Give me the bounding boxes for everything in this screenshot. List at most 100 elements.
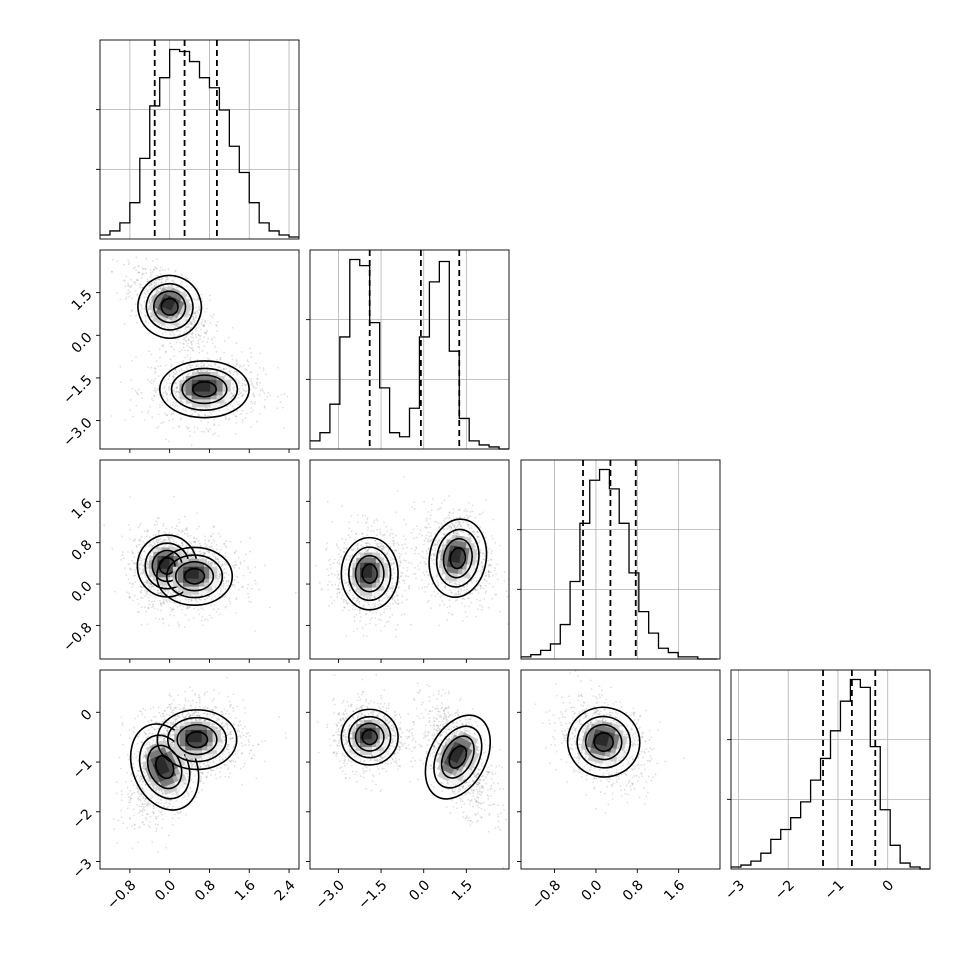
- scatter-point: [200, 594, 203, 597]
- scatter-point: [155, 288, 158, 291]
- scatter-point: [137, 826, 140, 829]
- scatter-point: [244, 383, 246, 386]
- scatter-point: [222, 722, 224, 724]
- scatter-point: [132, 562, 135, 564]
- scatter-point: [204, 599, 206, 601]
- scatter-point: [242, 378, 244, 381]
- scatter-point: [235, 362, 238, 365]
- scatter-point: [258, 394, 261, 396]
- scatter-point: [146, 278, 149, 281]
- scatter-point: [185, 285, 188, 287]
- scatter-point: [147, 366, 150, 368]
- scatter-point: [200, 293, 203, 296]
- scatter-point: [187, 553, 189, 556]
- contour-line: [156, 546, 234, 606]
- scatter-point: [147, 411, 149, 414]
- scatter-point: [143, 296, 146, 298]
- scatter-point: [195, 336, 198, 339]
- scatter-point: [144, 581, 147, 583]
- scatter-point: [141, 286, 144, 289]
- scatter-point: [168, 385, 171, 388]
- scatter-point: [201, 615, 204, 618]
- scatter-point: [156, 539, 158, 541]
- scatter-point: [253, 394, 255, 397]
- scatter-point: [191, 714, 194, 717]
- scatter-point: [141, 713, 144, 715]
- scatter-point: [156, 427, 158, 429]
- scatter-point: [265, 373, 268, 376]
- scatter-point: [206, 706, 209, 709]
- scatter-point: [219, 776, 222, 778]
- scatter-point: [173, 382, 176, 385]
- scatter-point: [161, 394, 164, 396]
- scatter-point: [173, 335, 176, 338]
- scatter-point: [144, 606, 146, 609]
- scatter-point: [169, 394, 172, 396]
- scatter-point: [194, 329, 197, 331]
- scatter-point: [251, 402, 254, 405]
- scatter-point: [151, 286, 154, 289]
- scatter-point: [202, 325, 205, 327]
- scatter-point: [198, 551, 200, 553]
- scatter-point: [189, 416, 192, 419]
- density-panel-0-3: [96, 669, 300, 873]
- scatter-point: [168, 599, 171, 601]
- scatter-point: [156, 281, 158, 284]
- density-mode: [137, 274, 203, 339]
- scatter-point: [148, 582, 151, 584]
- density-cell: [153, 555, 162, 564]
- histogram-panel-1: [306, 249, 510, 450]
- scatter-point: [157, 365, 160, 368]
- scatter-point: [228, 751, 230, 754]
- scatter-point: [192, 541, 195, 543]
- scatter-point: [138, 602, 140, 605]
- scatter-point: [187, 618, 190, 621]
- scatter-point: [191, 409, 193, 411]
- scatter-point: [159, 404, 161, 406]
- scatter-point: [163, 545, 166, 548]
- scatter-point: [235, 378, 237, 380]
- scatter-point: [169, 799, 172, 802]
- scatter-point: [133, 752, 136, 755]
- scatter-point: [147, 720, 149, 723]
- scatter-point: [146, 590, 149, 593]
- scatter-point: [205, 428, 208, 430]
- scatter-point: [276, 407, 279, 410]
- scatter-point: [195, 364, 198, 367]
- scatter-point: [168, 330, 171, 333]
- scatter-point: [171, 807, 173, 810]
- scatter-point: [141, 597, 144, 599]
- density-cell: [161, 573, 170, 582]
- scatter-point: [130, 797, 133, 800]
- scatter-point: [167, 268, 170, 271]
- scatter-point: [145, 590, 148, 593]
- scatter-point: [157, 287, 160, 289]
- scatter-point: [177, 338, 180, 341]
- scatter-point: [127, 289, 129, 292]
- scatter-point: [161, 278, 163, 280]
- scatter-point: [147, 779, 150, 782]
- scatter-point: [262, 369, 265, 372]
- scatter-point: [181, 542, 184, 545]
- scatter-point: [207, 550, 210, 552]
- scatter-point: [137, 790, 140, 793]
- scatter-point: [146, 804, 148, 807]
- scatter-point: [243, 389, 245, 392]
- scatter-point: [198, 414, 201, 416]
- scatter-point: [176, 811, 179, 814]
- scatter-point: [214, 773, 217, 776]
- scatter-point: [161, 597, 164, 599]
- scatter-point: [136, 786, 139, 788]
- scatter-point: [150, 353, 153, 356]
- scatter-point: [250, 351, 253, 354]
- scatter-point: [221, 403, 224, 405]
- scatter-point: [175, 394, 178, 397]
- scatter-point: [217, 434, 220, 437]
- scatter-point: [225, 605, 228, 608]
- scatter-point: [183, 369, 186, 372]
- scatter-point: [146, 567, 149, 570]
- scatter-point: [200, 328, 203, 331]
- scatter-point: [157, 533, 160, 536]
- scatter-point: [192, 316, 194, 318]
- scatter-point: [177, 817, 180, 819]
